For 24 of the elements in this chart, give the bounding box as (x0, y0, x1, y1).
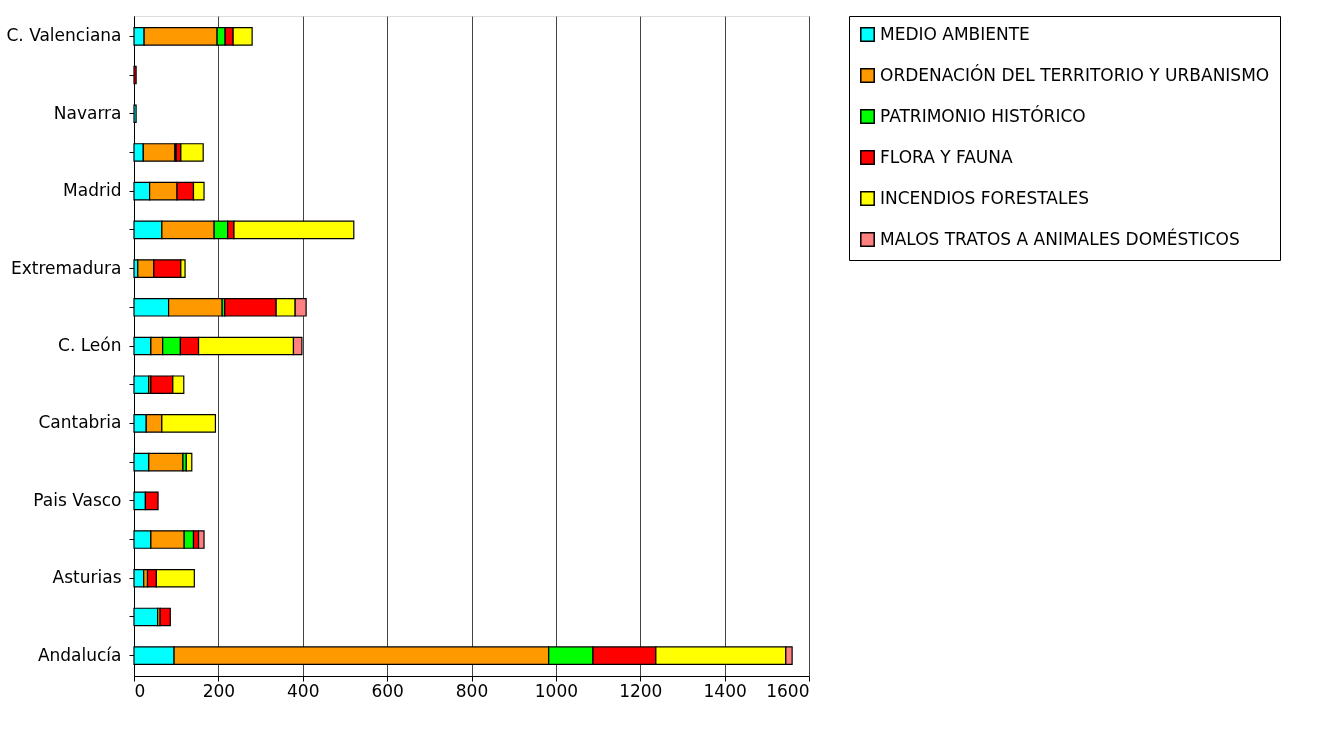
y-tick-label: Madrid (63, 180, 122, 201)
legend-label: MEDIO AMBIENTE (880, 23, 1030, 44)
x-tick-label: 400 (287, 680, 320, 701)
y-tick-label: Asturias (52, 567, 122, 588)
y-tick-label: C. León (58, 335, 122, 355)
x-tick-label: 1400 (703, 680, 747, 701)
x-tick-label: 0 (134, 680, 146, 701)
y-tick-label: Cantabria (38, 412, 122, 433)
y-tick-label: C. Valenciana (6, 25, 122, 46)
x-tick-label: 1000 (534, 680, 579, 701)
legend-label: MALOS TRATOS A ANIMALES DOMÉSTICOS (880, 227, 1240, 249)
x-tick-label: 1600 (766, 680, 810, 701)
legend-label: INCENDIOS FORESTALES (880, 187, 1089, 208)
legend-label: ORDENACIÓN DEL TERRITORIO Y URBANISMO (880, 63, 1270, 85)
x-tick-label: 800 (455, 680, 489, 701)
legend-label: FLORA Y FAUNA (880, 146, 1013, 167)
y-tick-label: Andalucía (37, 644, 122, 665)
x-tick-label: 200 (202, 680, 236, 701)
y-tick-label: Navarra (53, 102, 122, 123)
x-tick-label: 1200 (619, 680, 663, 701)
legend-label: PATRIMONIO HISTÓRICO (880, 104, 1086, 126)
y-tick-label: Extremadura (11, 257, 122, 278)
y-tick-label: Pais Vasco (33, 489, 122, 510)
x-tick-label: 600 (371, 680, 404, 701)
